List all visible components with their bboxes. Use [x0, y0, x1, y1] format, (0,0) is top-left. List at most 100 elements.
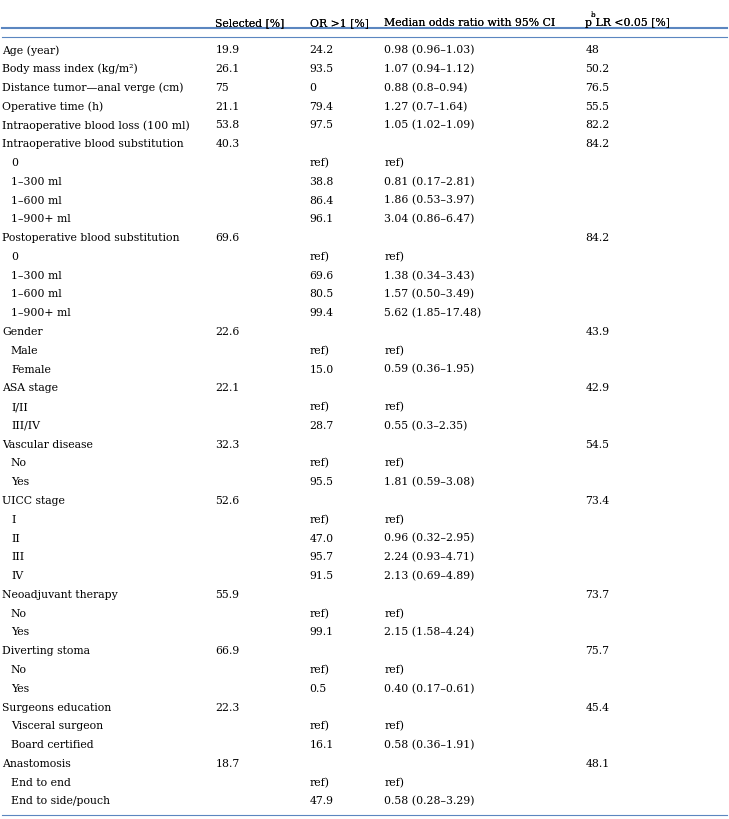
Text: ref): ref) [310, 514, 330, 525]
Text: 2.24 (0.93–4.71): 2.24 (0.93–4.71) [384, 552, 475, 563]
Text: 38.8: 38.8 [310, 177, 334, 187]
Text: ref): ref) [384, 402, 404, 412]
Text: 1.81 (0.59–3.08): 1.81 (0.59–3.08) [384, 477, 475, 487]
Text: 0.88 (0.8–0.94): 0.88 (0.8–0.94) [384, 83, 468, 93]
Text: 16.1: 16.1 [310, 740, 334, 750]
Text: ref): ref) [384, 459, 404, 468]
Text: 73.7: 73.7 [585, 590, 609, 600]
Text: End to side/pouch: End to side/pouch [11, 796, 110, 807]
Text: 75.7: 75.7 [585, 646, 609, 656]
Text: ref): ref) [310, 722, 330, 731]
Text: ASA stage: ASA stage [2, 383, 58, 393]
Text: 66.9: 66.9 [215, 646, 240, 656]
Text: III/IV: III/IV [11, 421, 40, 431]
Text: ref): ref) [384, 514, 404, 525]
Text: 69.6: 69.6 [215, 233, 240, 243]
Text: 0.59 (0.36–1.95): 0.59 (0.36–1.95) [384, 364, 475, 375]
Text: ref): ref) [384, 609, 404, 619]
Text: Intraoperative blood substitution: Intraoperative blood substitution [2, 139, 184, 149]
Text: Median odds ratio with 95% CI: Median odds ratio with 95% CI [384, 18, 555, 28]
Text: 1.05 (1.02–1.09): 1.05 (1.02–1.09) [384, 120, 475, 130]
Text: 0: 0 [310, 83, 316, 93]
Text: Intraoperative blood loss (100 ml): Intraoperative blood loss (100 ml) [2, 120, 190, 131]
Text: ref): ref) [310, 459, 330, 468]
Text: ref): ref) [384, 665, 404, 675]
Text: 97.5: 97.5 [310, 120, 334, 130]
Text: 21.1: 21.1 [215, 102, 240, 111]
Text: 48: 48 [585, 45, 599, 56]
Text: ref): ref) [384, 346, 404, 356]
Text: 0.5: 0.5 [310, 684, 327, 694]
Text: 75: 75 [215, 83, 229, 93]
Text: 48.1: 48.1 [585, 759, 609, 769]
Text: 1–600 ml: 1–600 ml [11, 196, 62, 206]
Text: 86.4: 86.4 [310, 196, 334, 206]
Text: 0.98 (0.96–1.03): 0.98 (0.96–1.03) [384, 45, 475, 56]
Text: Selected [%]a: Selected [%]a [215, 18, 291, 28]
Text: 1.86 (0.53–3.97): 1.86 (0.53–3.97) [384, 196, 475, 206]
Text: 2.15 (1.58–4.24): 2.15 (1.58–4.24) [384, 627, 475, 637]
Text: ref): ref) [310, 777, 330, 788]
Text: 47.9: 47.9 [310, 796, 334, 807]
Text: 1.27 (0.7–1.64): 1.27 (0.7–1.64) [384, 102, 467, 112]
Text: OR >1 [%]: OR >1 [%] [310, 18, 368, 28]
Text: ref): ref) [310, 402, 330, 412]
Text: p LR <0.05 [%]d: p LR <0.05 [%]d [585, 18, 677, 28]
Text: Median odds ratio with 95% CI: Median odds ratio with 95% CI [384, 18, 555, 28]
Text: 0.96 (0.32–2.95): 0.96 (0.32–2.95) [384, 533, 475, 544]
Text: 47.0: 47.0 [310, 533, 334, 544]
Text: 95.5: 95.5 [310, 477, 334, 487]
Text: II: II [11, 533, 20, 544]
Text: 95.7: 95.7 [310, 552, 334, 563]
Text: 26.1: 26.1 [215, 64, 240, 74]
Text: ref): ref) [310, 251, 330, 262]
Text: 1–600 ml: 1–600 ml [11, 289, 62, 300]
Text: 40.3: 40.3 [215, 139, 240, 149]
Text: 84.2: 84.2 [585, 139, 609, 149]
Text: 45.4: 45.4 [585, 703, 609, 713]
Text: 0.55 (0.3–2.35): 0.55 (0.3–2.35) [384, 421, 467, 431]
Text: 93.5: 93.5 [310, 64, 334, 74]
Text: ref): ref) [384, 777, 404, 788]
Text: 55.9: 55.9 [215, 590, 239, 600]
Text: Female: Female [11, 364, 51, 374]
Text: 3.04 (0.86–6.47): 3.04 (0.86–6.47) [384, 215, 475, 224]
Text: No: No [11, 665, 27, 675]
Text: ref): ref) [310, 665, 330, 675]
Text: 0: 0 [11, 252, 18, 262]
Text: 50.2: 50.2 [585, 64, 609, 74]
Text: 76.5: 76.5 [585, 83, 609, 93]
Text: Vascular disease: Vascular disease [2, 440, 93, 450]
Text: OR >1 [%]b: OR >1 [%]b [310, 18, 375, 28]
Text: 79.4: 79.4 [310, 102, 334, 111]
Text: 1–300 ml: 1–300 ml [11, 177, 62, 187]
Text: 55.5: 55.5 [585, 102, 609, 111]
Text: UICC stage: UICC stage [2, 496, 65, 506]
Text: 1.57 (0.50–3.49): 1.57 (0.50–3.49) [384, 289, 475, 300]
Text: ref): ref) [384, 158, 404, 168]
Text: 84.2: 84.2 [585, 233, 609, 243]
Text: Diverting stoma: Diverting stoma [2, 646, 90, 656]
Text: 99.4: 99.4 [310, 308, 334, 319]
Text: I/II: I/II [11, 402, 28, 412]
Text: Body mass index (kg/m²): Body mass index (kg/m²) [2, 64, 138, 75]
Text: ref): ref) [310, 609, 330, 619]
Text: I: I [11, 515, 15, 525]
Text: 69.6: 69.6 [310, 270, 334, 281]
Text: 91.5: 91.5 [310, 571, 334, 581]
Text: 22.1: 22.1 [215, 383, 240, 393]
Text: 73.4: 73.4 [585, 496, 609, 506]
Text: 0.58 (0.36–1.91): 0.58 (0.36–1.91) [384, 740, 475, 750]
Text: 1–900+ ml: 1–900+ ml [11, 215, 71, 224]
Text: 0.40 (0.17–0.61): 0.40 (0.17–0.61) [384, 684, 475, 694]
Text: Distance tumor—anal verge (cm): Distance tumor—anal verge (cm) [2, 83, 184, 93]
Text: 28.7: 28.7 [310, 421, 334, 431]
Text: No: No [11, 609, 27, 618]
Text: Neoadjuvant therapy: Neoadjuvant therapy [2, 590, 118, 600]
Text: 19.9: 19.9 [215, 45, 239, 56]
Text: 53.8: 53.8 [215, 120, 240, 130]
Text: No: No [11, 459, 27, 468]
Text: 0.81 (0.17–2.81): 0.81 (0.17–2.81) [384, 177, 475, 187]
Text: 1.07 (0.94–1.12): 1.07 (0.94–1.12) [384, 64, 475, 75]
Text: 32.3: 32.3 [215, 440, 240, 450]
